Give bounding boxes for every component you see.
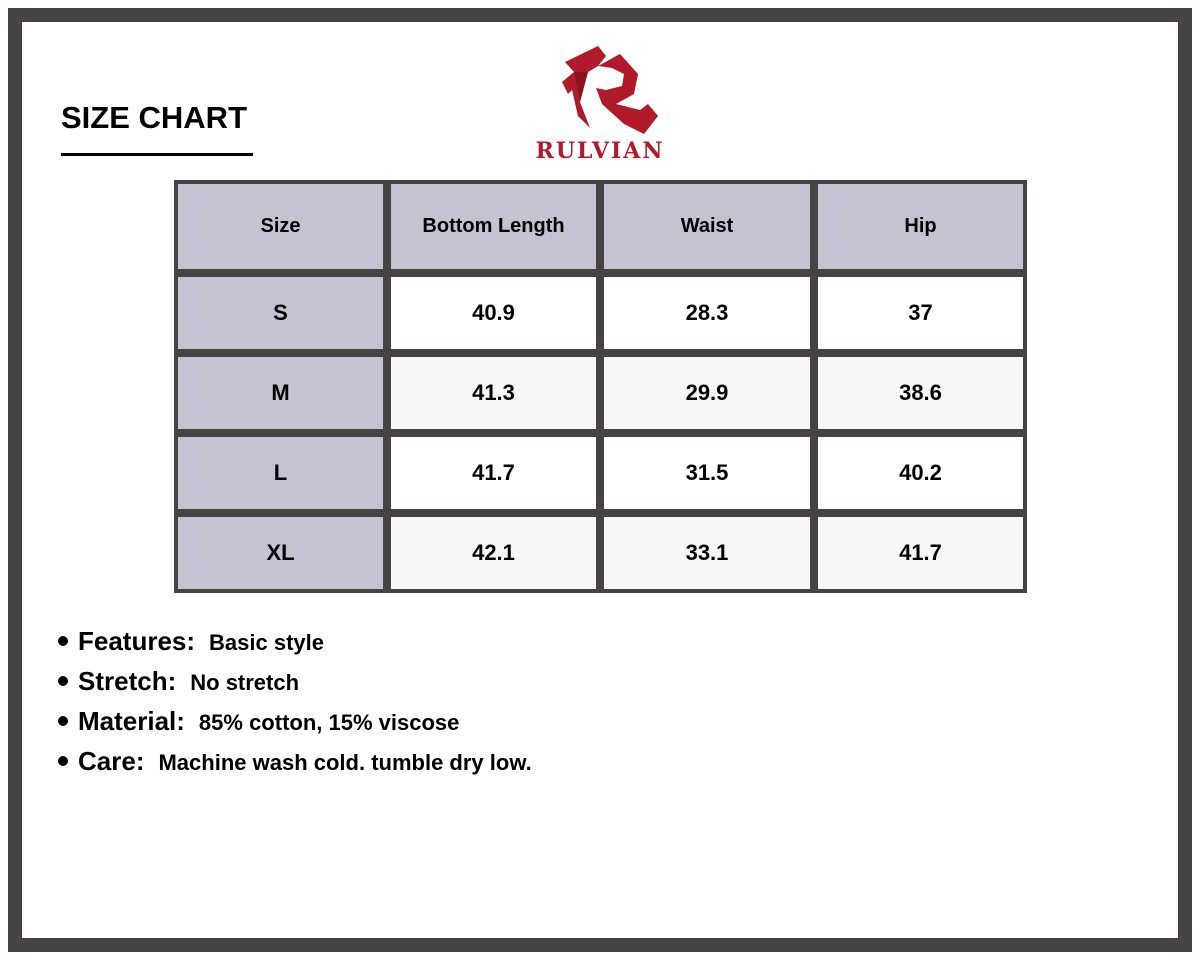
feature-label: Care: (78, 746, 145, 776)
size-label-cell: L (178, 437, 383, 509)
page-title: SIZE CHART (61, 100, 247, 135)
table-cell: 40.2 (818, 437, 1023, 509)
bullet-icon (58, 756, 68, 766)
feature-item: Material: 85% cotton, 15% viscose (58, 706, 532, 746)
bullet-icon (58, 676, 68, 686)
size-table: Size Bottom Length Waist Hip S 40.9 28.3 37 M 41.… (174, 180, 1027, 593)
feature-value: Basic style (209, 630, 325, 655)
table-cell: 33.1 (604, 517, 810, 589)
feature-label: Features: (78, 626, 196, 656)
feature-item: Care: Machine wash cold. tumble dry low. (58, 746, 532, 786)
column-header: Bottom Length (391, 184, 596, 269)
table-cell: 28.3 (604, 277, 810, 349)
feature-item: Stretch: No stretch (58, 666, 532, 706)
table-cell: 31.5 (604, 437, 810, 509)
table-cell: 41.7 (391, 437, 596, 509)
size-label-cell: XL (178, 517, 383, 589)
feature-label: Material: (78, 706, 185, 736)
table-cell: 37 (818, 277, 1023, 349)
features-list: Features: Basic style Stretch: No stretch Ma… (58, 626, 532, 786)
column-header: Hip (818, 184, 1023, 269)
brand-name: RULVIAN (535, 138, 665, 164)
table-cell: 38.6 (818, 357, 1023, 429)
feature-item: Features: Basic style (58, 626, 532, 666)
bullet-icon (58, 636, 68, 646)
table-cell: 41.3 (391, 357, 596, 429)
size-label-cell: M (178, 357, 383, 429)
table-cell: 41.7 (818, 517, 1023, 589)
title-underline (61, 153, 253, 156)
feature-value: 85% cotton, 15% viscose (198, 710, 460, 735)
bullet-icon (58, 716, 68, 726)
feature-value: Machine wash cold. tumble dry low. (158, 750, 532, 775)
column-header: Waist (604, 184, 810, 269)
column-header: Size (178, 184, 383, 269)
feature-label: Stretch: (78, 666, 177, 696)
size-label-cell: S (178, 277, 383, 349)
table-cell: 42.1 (391, 517, 596, 589)
feature-value: No stretch (190, 670, 300, 695)
brand-logo-icon (562, 46, 658, 134)
table-cell: 40.9 (391, 277, 596, 349)
table-cell: 29.9 (604, 357, 810, 429)
